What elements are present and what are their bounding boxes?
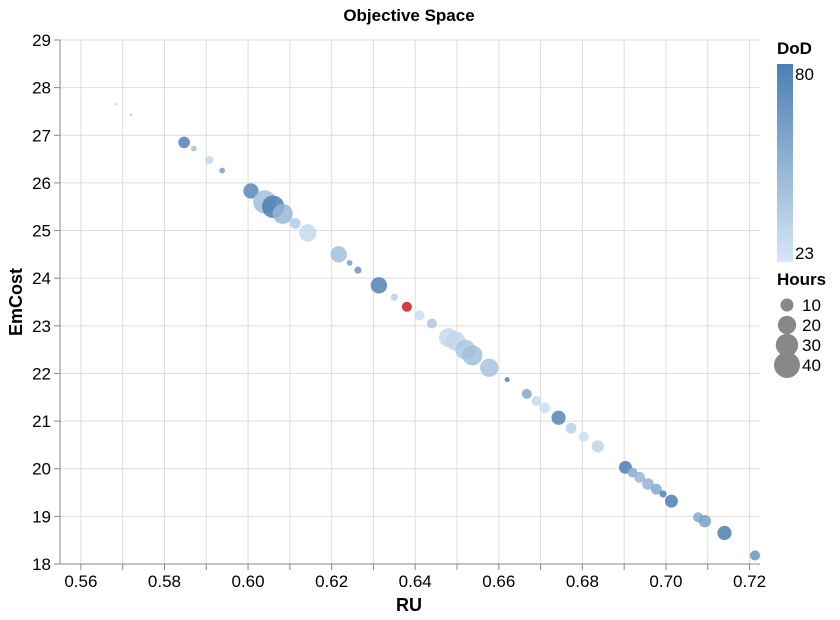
- highlighted-point: [401, 301, 412, 312]
- y-tick-label: 25: [32, 222, 51, 241]
- data-point: [749, 550, 761, 561]
- y-tick-label: 28: [32, 79, 51, 98]
- x-axis-title: RU: [396, 595, 422, 615]
- data-point: [480, 358, 499, 377]
- size-legend-label: 30: [802, 336, 821, 355]
- data-point: [634, 471, 646, 483]
- data-point: [426, 318, 437, 329]
- x-tick-label: 0.64: [399, 572, 432, 591]
- data-point: [114, 102, 118, 106]
- data-point: [354, 266, 362, 274]
- data-point: [299, 224, 317, 242]
- data-point: [205, 155, 214, 165]
- data-point: [531, 396, 542, 407]
- color-legend-max-label: 80: [795, 65, 814, 84]
- data-point: [243, 183, 259, 199]
- y-tick-label: 26: [32, 174, 51, 193]
- data-point: [390, 293, 398, 301]
- data-point: [539, 402, 551, 414]
- y-axis-title: EmCost: [6, 268, 26, 336]
- x-tick-label: 0.62: [315, 572, 348, 591]
- size-legend-label: 40: [802, 356, 821, 375]
- data-point: [578, 431, 589, 442]
- y-tick-label: 18: [32, 555, 51, 574]
- size-legend-title: Hours: [777, 270, 826, 289]
- x-tick-label: 0.72: [733, 572, 766, 591]
- x-tick-label: 0.70: [649, 572, 682, 591]
- data-point: [414, 310, 425, 321]
- data-point: [642, 478, 654, 490]
- y-tick-label: 27: [32, 126, 51, 145]
- data-point: [129, 113, 133, 117]
- size-legend-label: 20: [802, 316, 821, 335]
- color-legend: DoD 80 23: [777, 39, 814, 263]
- color-legend-title: DoD: [777, 39, 812, 58]
- data-point: [565, 422, 577, 434]
- size-legend-symbol: [777, 315, 797, 335]
- data-points: [114, 102, 761, 561]
- data-point: [330, 246, 347, 263]
- y-tick-label: 21: [32, 412, 51, 431]
- data-point: [521, 388, 532, 399]
- y-tick-label: 20: [32, 460, 51, 479]
- data-point: [504, 377, 510, 383]
- data-point: [698, 514, 711, 528]
- y-tick-label: 23: [32, 317, 51, 336]
- data-point: [272, 203, 293, 224]
- color-legend-min-label: 23: [795, 244, 814, 263]
- data-point: [289, 217, 301, 229]
- data-point: [591, 440, 605, 453]
- size-legend-symbol: [775, 333, 799, 357]
- size-legend-symbol: [780, 298, 794, 312]
- x-tick-label: 0.56: [64, 572, 97, 591]
- data-point: [190, 145, 197, 152]
- data-point: [717, 525, 732, 541]
- y-tick-label: 22: [32, 364, 51, 383]
- x-tick-label: 0.68: [566, 572, 599, 591]
- data-point: [659, 490, 667, 498]
- y-tick-label: 24: [32, 269, 51, 288]
- x-tick-label: 0.60: [232, 572, 265, 591]
- y-tick-label: 19: [32, 507, 51, 526]
- size-legend-label: 10: [802, 296, 821, 315]
- data-point: [219, 167, 226, 174]
- x-tick-label: 0.58: [148, 572, 181, 591]
- data-point: [462, 345, 483, 366]
- data-point: [551, 410, 566, 425]
- chart-title: Objective Space: [343, 6, 474, 25]
- x-tick-label: 0.66: [482, 572, 515, 591]
- data-point: [664, 494, 678, 508]
- data-point: [178, 136, 190, 149]
- color-legend-gradient: [777, 64, 793, 262]
- data-point: [650, 483, 662, 495]
- y-tick-label: 29: [32, 31, 51, 50]
- data-point: [346, 260, 353, 266]
- axes: 0.56 0.58 0.60 0.62 0.64 0.66 0.68 0.70 0.72 18 19…: [32, 31, 766, 591]
- data-point: [370, 277, 388, 294]
- size-legend-symbol: [774, 352, 800, 378]
